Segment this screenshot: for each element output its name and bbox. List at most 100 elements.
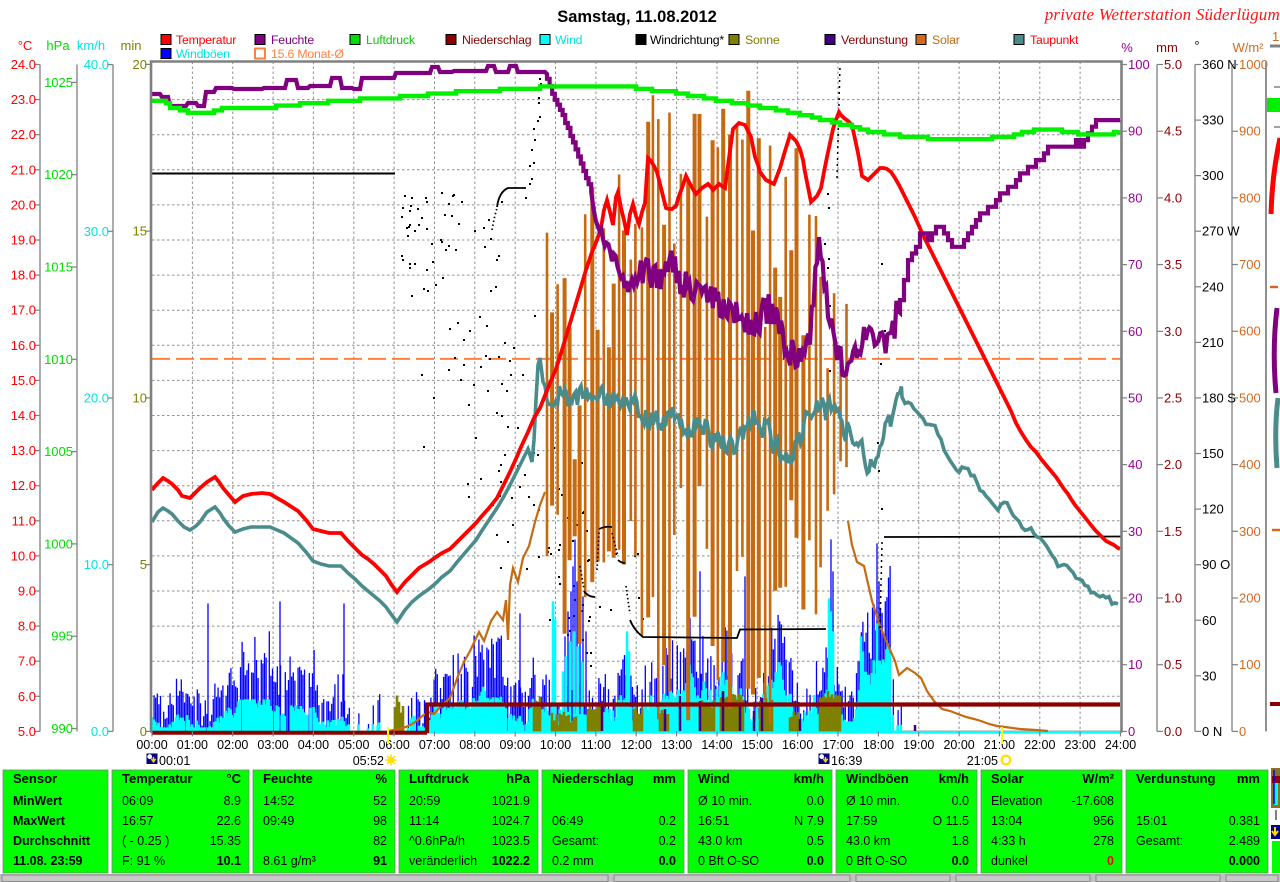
- svg-text:22.6: 22.6: [217, 814, 241, 828]
- svg-text:3.0: 3.0: [1164, 324, 1182, 339]
- svg-text:24:00: 24:00: [1105, 738, 1136, 752]
- svg-text:0.5: 0.5: [807, 834, 824, 848]
- svg-text:10.1: 10.1: [217, 854, 241, 868]
- svg-text:90 O: 90 O: [1202, 557, 1230, 572]
- svg-text:private Wetterstation Süderlüg: private Wetterstation Süderlügum: [1044, 5, 1280, 24]
- svg-text:8.0: 8.0: [18, 619, 36, 634]
- svg-text:0.0: 0.0: [952, 794, 969, 808]
- svg-text:9.0: 9.0: [18, 584, 36, 599]
- svg-text:mm: mm: [1237, 771, 1260, 786]
- svg-text:dunkel: dunkel: [991, 854, 1028, 868]
- svg-text:veränderlich: veränderlich: [409, 854, 477, 868]
- svg-text:16:00: 16:00: [782, 738, 813, 752]
- svg-text:-17.608: -17.608: [1072, 794, 1114, 808]
- svg-text:Niederschlag: Niederschlag: [552, 771, 634, 786]
- svg-text:10.0: 10.0: [11, 548, 36, 563]
- svg-text:900: 900: [1239, 124, 1261, 139]
- svg-text:1005: 1005: [44, 444, 73, 459]
- svg-text:1000: 1000: [1239, 57, 1268, 72]
- svg-text:7.0: 7.0: [18, 654, 36, 669]
- svg-text:21:00: 21:00: [984, 738, 1015, 752]
- svg-text:Wind: Wind: [555, 33, 583, 47]
- svg-text:5.0: 5.0: [18, 724, 36, 739]
- svg-text:40.0: 40.0: [84, 57, 109, 72]
- svg-text:91: 91: [373, 854, 387, 868]
- svg-text:Sensor: Sensor: [13, 771, 57, 786]
- svg-text:09:49: 09:49: [263, 814, 294, 828]
- svg-text:%: %: [1121, 40, 1133, 55]
- svg-text:11:14: 11:14: [409, 814, 439, 828]
- svg-text:100: 100: [1128, 57, 1150, 72]
- svg-text:52: 52: [373, 794, 387, 808]
- svg-text:2.0: 2.0: [1164, 457, 1182, 472]
- svg-text:11:00: 11:00: [581, 738, 611, 752]
- svg-text:0: 0: [1239, 724, 1246, 739]
- svg-text:Ø 10 min.: Ø 10 min.: [698, 794, 752, 808]
- svg-text:80: 80: [1128, 190, 1142, 205]
- svg-text:15:00: 15:00: [742, 738, 773, 752]
- svg-text:0.2: 0.2: [659, 814, 676, 828]
- svg-text:12.0: 12.0: [11, 478, 36, 493]
- svg-text:20: 20: [133, 57, 147, 72]
- svg-text:15.6 Monat-Ø: 15.6 Monat-Ø: [271, 47, 344, 61]
- svg-text:17.0: 17.0: [11, 303, 36, 318]
- svg-text:3.5: 3.5: [1164, 257, 1182, 272]
- svg-text:400: 400: [1239, 457, 1261, 472]
- svg-text:14.0: 14.0: [11, 408, 36, 423]
- svg-text:98: 98: [373, 814, 387, 828]
- svg-text:13:04: 13:04: [991, 814, 1022, 828]
- svg-text:0.0: 0.0: [807, 854, 824, 868]
- svg-text:03:00: 03:00: [257, 738, 288, 752]
- svg-text:13.0: 13.0: [11, 443, 36, 458]
- svg-text:0.381: 0.381: [1229, 814, 1260, 828]
- svg-text:1.8: 1.8: [952, 834, 969, 848]
- svg-text:13:00: 13:00: [661, 738, 692, 752]
- svg-text:10: 10: [1128, 657, 1142, 672]
- svg-text:1.0: 1.0: [1164, 591, 1182, 606]
- svg-text:hPa: hPa: [46, 38, 70, 53]
- svg-text:300: 300: [1202, 168, 1224, 183]
- svg-text:17:00: 17:00: [822, 738, 853, 752]
- svg-text:09:00: 09:00: [500, 738, 531, 752]
- svg-text:00:01: 00:01: [159, 754, 190, 768]
- svg-text:30: 30: [1128, 524, 1142, 539]
- svg-text:17:59: 17:59: [846, 814, 877, 828]
- svg-text:1022.2: 1022.2: [492, 854, 530, 868]
- svg-text:km/h: km/h: [77, 38, 105, 53]
- svg-text:1025: 1025: [44, 75, 73, 90]
- svg-text:1020: 1020: [44, 167, 73, 182]
- svg-text:8.9: 8.9: [224, 794, 241, 808]
- svg-text:360 N: 360 N: [1202, 57, 1237, 72]
- svg-text:Wind: Wind: [698, 771, 730, 786]
- svg-text:18:00: 18:00: [863, 738, 894, 752]
- svg-text:22:00: 22:00: [1024, 738, 1055, 752]
- svg-text:Temperatur: Temperatur: [176, 33, 236, 47]
- svg-text:°: °: [1194, 38, 1199, 53]
- svg-text:19:00: 19:00: [903, 738, 934, 752]
- svg-text:Solar: Solar: [991, 771, 1024, 786]
- svg-text:°C: °C: [226, 771, 241, 786]
- svg-text:mm: mm: [653, 771, 676, 786]
- svg-text:Feuchte: Feuchte: [263, 771, 313, 786]
- svg-text:23.0: 23.0: [11, 92, 36, 107]
- svg-text:5: 5: [140, 557, 147, 572]
- svg-text:Solar: Solar: [932, 33, 960, 47]
- svg-text:Windrichtung*: Windrichtung*: [650, 33, 724, 47]
- svg-text:Luftdruck: Luftdruck: [409, 771, 470, 786]
- svg-text:06:49: 06:49: [552, 814, 583, 828]
- svg-text:1023.5: 1023.5: [492, 834, 530, 848]
- svg-text:Verdunstung: Verdunstung: [841, 33, 908, 47]
- svg-text:km/h: km/h: [939, 771, 969, 786]
- svg-text:40: 40: [1128, 457, 1142, 472]
- svg-text:43.0 km: 43.0 km: [846, 834, 890, 848]
- svg-text:Sonne: Sonne: [745, 33, 780, 47]
- svg-text:0.0: 0.0: [91, 724, 109, 739]
- svg-text:Elevation: Elevation: [991, 794, 1042, 808]
- svg-text:07:00: 07:00: [419, 738, 450, 752]
- svg-text:00:00: 00:00: [136, 738, 167, 752]
- svg-text:20:00: 20:00: [943, 738, 974, 752]
- svg-text:0.5: 0.5: [1164, 657, 1182, 672]
- svg-text:05:00: 05:00: [338, 738, 369, 752]
- svg-text:600: 600: [1239, 324, 1261, 339]
- svg-text:15.0: 15.0: [11, 373, 36, 388]
